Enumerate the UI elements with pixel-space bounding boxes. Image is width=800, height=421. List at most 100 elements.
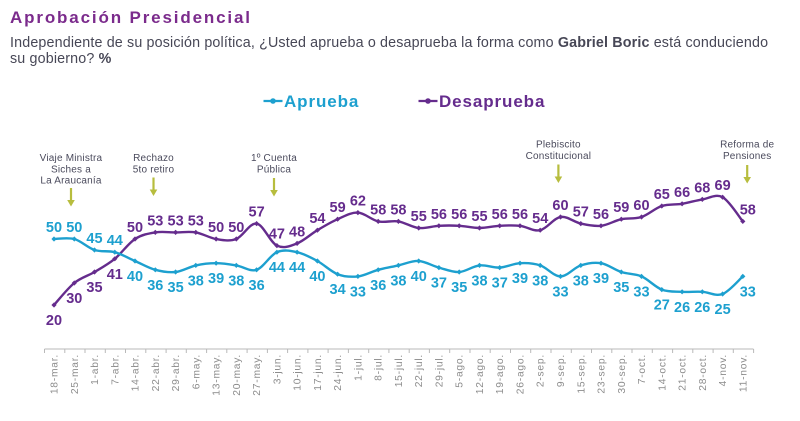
svg-text:36: 36 xyxy=(249,278,265,294)
svg-text:20: 20 xyxy=(46,313,62,329)
svg-text:23-sep.: 23-sep. xyxy=(597,354,608,394)
svg-text:33: 33 xyxy=(633,284,649,300)
svg-text:56: 56 xyxy=(593,207,609,223)
svg-text:35: 35 xyxy=(613,280,629,296)
svg-text:56: 56 xyxy=(451,207,467,223)
svg-text:41: 41 xyxy=(107,267,123,283)
svg-text:50: 50 xyxy=(228,220,244,236)
svg-text:8-jul.: 8-jul. xyxy=(374,354,385,381)
svg-text:30-sep.: 30-sep. xyxy=(617,354,628,394)
svg-text:28-oct.: 28-oct. xyxy=(698,354,709,391)
svg-text:Siches a: Siches a xyxy=(51,164,91,175)
svg-text:35: 35 xyxy=(451,280,467,296)
svg-text:56: 56 xyxy=(431,207,447,223)
svg-text:50: 50 xyxy=(46,220,62,236)
svg-text:Plebiscito: Plebiscito xyxy=(536,140,581,151)
svg-text:Pensiones: Pensiones xyxy=(723,151,772,162)
svg-text:12-ago.: 12-ago. xyxy=(475,354,486,394)
svg-text:50: 50 xyxy=(127,220,143,236)
svg-text:37: 37 xyxy=(492,276,508,292)
svg-text:4-nov.: 4-nov. xyxy=(718,354,729,386)
svg-text:Rechazo: Rechazo xyxy=(133,153,174,164)
svg-text:1-abr.: 1-abr. xyxy=(90,354,101,385)
svg-text:57: 57 xyxy=(249,205,265,221)
svg-text:19-ago.: 19-ago. xyxy=(495,354,506,394)
svg-text:33: 33 xyxy=(350,284,366,300)
svg-text:40: 40 xyxy=(127,269,143,285)
svg-text:38: 38 xyxy=(188,273,204,289)
svg-text:25: 25 xyxy=(715,302,731,318)
svg-text:58: 58 xyxy=(370,202,386,218)
svg-text:55: 55 xyxy=(411,209,427,225)
svg-text:54: 54 xyxy=(309,211,325,227)
svg-text:9-sep.: 9-sep. xyxy=(556,354,567,387)
svg-text:56: 56 xyxy=(492,207,508,223)
svg-text:26-ago.: 26-ago. xyxy=(516,354,527,394)
svg-text:44: 44 xyxy=(269,260,285,276)
svg-text:48: 48 xyxy=(289,224,305,240)
svg-text:40: 40 xyxy=(411,269,427,285)
svg-text:53: 53 xyxy=(147,213,163,229)
svg-text:14-abr.: 14-abr. xyxy=(131,354,142,391)
svg-text:58: 58 xyxy=(390,202,406,218)
svg-text:2-sep.: 2-sep. xyxy=(536,354,547,387)
svg-text:47: 47 xyxy=(269,227,285,243)
svg-text:25-mar.: 25-mar. xyxy=(70,354,81,394)
svg-text:40: 40 xyxy=(309,269,325,285)
svg-text:38: 38 xyxy=(390,273,406,289)
svg-text:44: 44 xyxy=(107,233,123,249)
svg-text:56: 56 xyxy=(512,207,528,223)
svg-text:36: 36 xyxy=(370,278,386,294)
svg-text:20-may.: 20-may. xyxy=(232,354,243,396)
svg-text:38: 38 xyxy=(532,273,548,289)
svg-text:35: 35 xyxy=(86,280,102,296)
svg-text:39: 39 xyxy=(208,271,224,287)
svg-text:27: 27 xyxy=(654,298,670,314)
svg-text:5to retiro: 5to retiro xyxy=(133,164,175,175)
svg-text:55: 55 xyxy=(471,209,487,225)
svg-text:35: 35 xyxy=(168,280,184,296)
svg-text:66: 66 xyxy=(674,185,690,201)
svg-text:60: 60 xyxy=(633,198,649,214)
svg-text:29-jul.: 29-jul. xyxy=(434,354,445,387)
svg-text:7-abr.: 7-abr. xyxy=(110,354,121,385)
svg-text:27-may.: 27-may. xyxy=(252,354,263,396)
svg-text:15-jul.: 15-jul. xyxy=(394,354,405,387)
svg-text:38: 38 xyxy=(471,273,487,289)
svg-text:53: 53 xyxy=(188,213,204,229)
svg-text:39: 39 xyxy=(512,271,528,287)
svg-text:14-oct.: 14-oct. xyxy=(657,354,668,391)
svg-text:57: 57 xyxy=(573,205,589,221)
svg-text:La Araucanía: La Araucanía xyxy=(40,176,102,187)
svg-text:53: 53 xyxy=(168,213,184,229)
svg-text:50: 50 xyxy=(66,220,82,236)
svg-text:65: 65 xyxy=(654,187,670,203)
svg-text:22-jul.: 22-jul. xyxy=(414,354,425,387)
svg-text:18-mar.: 18-mar. xyxy=(50,354,61,394)
svg-text:60: 60 xyxy=(552,198,568,214)
svg-text:3-jun.: 3-jun. xyxy=(272,354,283,384)
svg-text:1º Cuenta: 1º Cuenta xyxy=(251,153,297,164)
svg-text:30: 30 xyxy=(66,291,82,307)
svg-text:38: 38 xyxy=(228,273,244,289)
svg-text:11-nov.: 11-nov. xyxy=(738,354,749,392)
svg-text:21-oct.: 21-oct. xyxy=(678,354,689,391)
svg-text:7-oct.: 7-oct. xyxy=(637,354,648,384)
svg-text:1-jul.: 1-jul. xyxy=(353,354,364,381)
svg-text:58: 58 xyxy=(740,202,756,218)
svg-text:29-abr.: 29-abr. xyxy=(171,354,182,391)
svg-text:36: 36 xyxy=(147,278,163,294)
svg-text:Constitucional: Constitucional xyxy=(526,151,592,162)
svg-text:22-abr.: 22-abr. xyxy=(151,354,162,391)
svg-text:68: 68 xyxy=(694,180,710,196)
svg-text:39: 39 xyxy=(593,271,609,287)
svg-text:69: 69 xyxy=(715,178,731,194)
svg-text:50: 50 xyxy=(208,220,224,236)
svg-text:33: 33 xyxy=(740,284,756,300)
svg-text:13-may.: 13-may. xyxy=(212,354,223,396)
svg-text:33: 33 xyxy=(552,284,568,300)
svg-text:6-may.: 6-may. xyxy=(191,354,202,389)
svg-text:26: 26 xyxy=(694,300,710,316)
svg-text:26: 26 xyxy=(674,300,690,316)
svg-text:62: 62 xyxy=(350,194,366,210)
